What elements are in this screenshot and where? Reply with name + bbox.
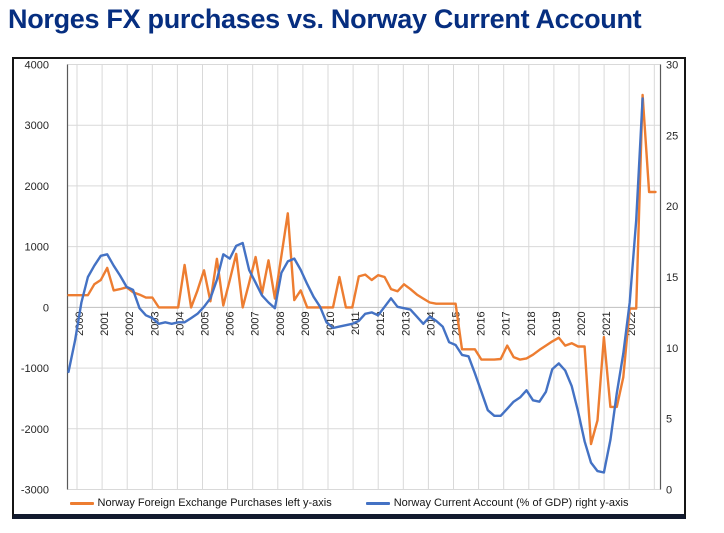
svg-text:2020: 2020 <box>576 311 588 335</box>
legend-item-fx-purchases: Norway Foreign Exchange Purchases left y… <box>69 497 332 509</box>
svg-text:2009: 2009 <box>300 311 312 335</box>
fx-purchases-line-series <box>67 93 657 446</box>
legend-label-current-account: Norway Current Account (% of GDP) right … <box>393 497 629 509</box>
svg-text:2013: 2013 <box>400 311 412 335</box>
svg-text:-1000: -1000 <box>21 363 49 375</box>
current-account-line-series <box>67 97 644 474</box>
svg-text:1000: 1000 <box>25 242 49 254</box>
svg-text:2010: 2010 <box>325 311 337 335</box>
horizontal-gridlines <box>67 64 661 490</box>
svg-text:5: 5 <box>666 414 672 426</box>
svg-text:2017: 2017 <box>501 311 513 335</box>
svg-text:0: 0 <box>666 485 672 497</box>
svg-text:2001: 2001 <box>99 311 111 335</box>
svg-text:30: 30 <box>666 60 678 72</box>
svg-text:3000: 3000 <box>25 120 49 132</box>
svg-text:2000: 2000 <box>25 181 49 193</box>
svg-text:2006: 2006 <box>225 311 237 335</box>
left-axis-tick-labels: 4000 3000 2000 1000 0 -1000 -2000 -3000 <box>21 60 49 497</box>
x-axis-year-labels: 2000 2001 2002 2003 2004 2005 2006 2007 2008 2009… <box>74 311 638 335</box>
svg-text:2004: 2004 <box>174 311 186 335</box>
svg-text:2002: 2002 <box>124 311 136 335</box>
svg-text:2018: 2018 <box>526 311 538 335</box>
svg-text:2008: 2008 <box>275 311 287 335</box>
page-title: Norges FX purchases vs. Norway Current A… <box>8 4 642 34</box>
svg-text:20: 20 <box>666 201 678 213</box>
svg-text:10: 10 <box>666 343 678 355</box>
svg-text:2021: 2021 <box>601 311 613 335</box>
svg-text:2016: 2016 <box>476 311 488 335</box>
vertical-gridlines <box>76 64 655 490</box>
current-account-legend-swatch-icon <box>365 501 390 505</box>
legend-label-fx-purchases: Norway Foreign Exchange Purchases left y… <box>97 497 332 509</box>
svg-text:2019: 2019 <box>551 311 563 335</box>
svg-text:-3000: -3000 <box>21 485 49 497</box>
svg-text:-2000: -2000 <box>21 424 49 436</box>
svg-text:25: 25 <box>666 130 678 142</box>
svg-text:2007: 2007 <box>250 311 262 335</box>
svg-text:0: 0 <box>43 302 49 314</box>
svg-text:15: 15 <box>666 272 678 284</box>
chart-legend: Norway Foreign Exchange Purchases left y… <box>14 497 684 509</box>
svg-text:2012: 2012 <box>375 311 387 335</box>
svg-text:4000: 4000 <box>25 60 49 72</box>
legend-item-current-account: Norway Current Account (% of GDP) right … <box>365 497 629 509</box>
fx-purchases-legend-swatch-icon <box>69 501 94 505</box>
svg-text:2014: 2014 <box>425 311 437 335</box>
svg-text:2005: 2005 <box>200 311 212 335</box>
right-axis-tick-labels: 30 25 20 15 10 5 0 <box>666 60 678 497</box>
chart-container: 4000 3000 2000 1000 0 -1000 -2000 -3000 30 25 20 1… <box>12 57 686 519</box>
axis-lines <box>66 64 662 490</box>
